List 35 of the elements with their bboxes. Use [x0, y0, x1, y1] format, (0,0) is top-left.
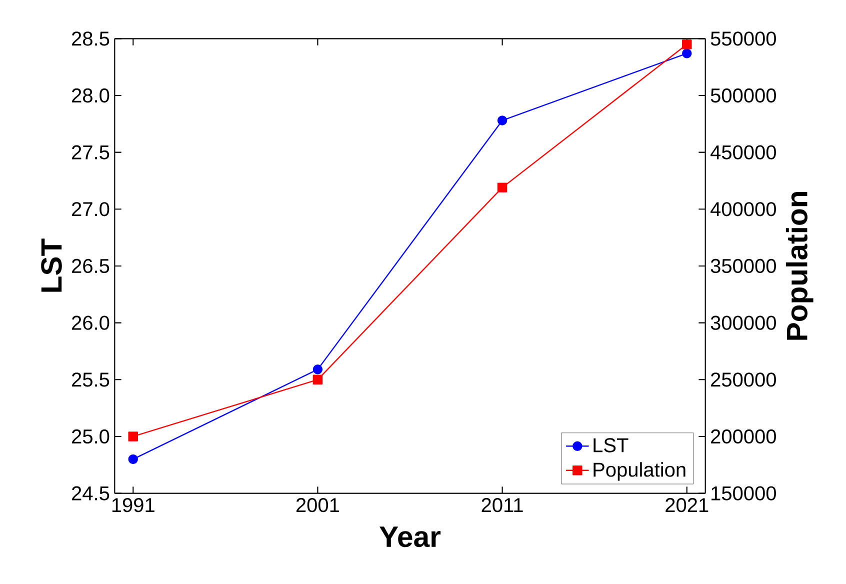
- point: [497, 116, 508, 126]
- y2-tick-label: 550000: [710, 32, 776, 46]
- y2-tick-label: 300000: [710, 316, 776, 330]
- x-tick-label: 2021: [666, 498, 708, 512]
- y-tick-label: 26.0: [72, 316, 110, 330]
- x-tick-label: 1991: [112, 498, 154, 512]
- x-tick-label: 2001: [296, 498, 339, 512]
- legend-label: LST: [594, 438, 628, 452]
- y-tick-label: 28.0: [72, 88, 110, 103]
- point: [682, 39, 692, 50]
- y-tick-label: 27.5: [72, 145, 110, 160]
- point: [312, 364, 323, 374]
- y-axis-title: LST: [41, 238, 62, 292]
- y2-tick-label: 500000: [710, 88, 776, 103]
- y-tick-label: 27.0: [72, 202, 110, 216]
- y2-axis-title: Population: [786, 192, 814, 340]
- y2-tick-label: 450000: [710, 145, 776, 160]
- point: [128, 454, 138, 464]
- y2-tick-label: 150000: [712, 486, 776, 500]
- legend-label: Population: [594, 462, 686, 481]
- y2-tick-label: 200000: [711, 429, 776, 444]
- point: [128, 432, 138, 442]
- point: [312, 374, 323, 385]
- x-axis-title: Year: [380, 526, 441, 548]
- y-tick-label: 24.5: [72, 486, 110, 500]
- y2-tick-label: 350000: [710, 258, 776, 274]
- y-tick-label: 25.5: [72, 372, 110, 387]
- y-tick-label: 26.5: [72, 258, 110, 274]
- point: [682, 48, 692, 58]
- y2-tick-label: 400000: [710, 202, 776, 216]
- y2-tick-label: 250000: [711, 372, 776, 387]
- x-tick-label: 2011: [482, 498, 523, 512]
- y-tick-label: 25.0: [72, 429, 110, 444]
- y-tick-label: 28.5: [72, 32, 110, 46]
- point: [497, 182, 508, 192]
